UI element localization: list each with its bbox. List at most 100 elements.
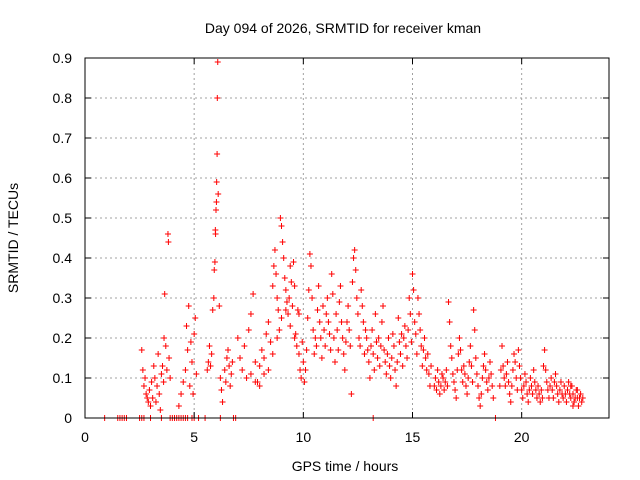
data-point: [565, 379, 572, 385]
data-point: [434, 367, 441, 373]
data-point: [216, 303, 223, 309]
data-point: [207, 363, 214, 369]
data-point: [413, 351, 420, 357]
data-point: [577, 391, 584, 397]
data-point: [530, 367, 537, 373]
data-point: [269, 283, 276, 289]
data-point: [400, 335, 407, 341]
data-point: [335, 347, 342, 353]
data-point: [180, 379, 187, 385]
data-point: [381, 347, 388, 353]
data-point: [252, 379, 259, 385]
y-tick-label: 0.9: [53, 50, 73, 66]
data-point: [360, 319, 367, 325]
data-point: [414, 295, 421, 301]
data-point: [164, 231, 171, 237]
data-point: [190, 391, 197, 397]
data-point: [211, 259, 218, 265]
x-tick-label: 15: [405, 429, 421, 445]
x-tick-label: 5: [190, 429, 198, 445]
data-point: [291, 335, 298, 341]
data-point: [314, 307, 321, 313]
data-point: [302, 367, 309, 373]
data-point: [326, 331, 333, 337]
y-tick-label: 0.4: [53, 250, 73, 266]
data-point: [477, 403, 484, 409]
data-point: [182, 367, 189, 373]
data-point: [560, 395, 567, 401]
data-point: [533, 395, 540, 401]
y-tick-label: 0: [64, 410, 72, 426]
data-point: [411, 319, 418, 325]
data-point: [537, 399, 544, 405]
data-point: [261, 355, 268, 361]
data-point: [237, 355, 244, 361]
data-point: [269, 351, 276, 357]
data-point: [549, 387, 556, 393]
data-point: [511, 351, 518, 357]
data-point: [410, 287, 417, 293]
data-point: [368, 343, 375, 349]
data-point: [256, 363, 263, 369]
data-point: [156, 391, 163, 397]
data-point: [484, 387, 491, 393]
data-point: [214, 95, 221, 101]
data-point: [461, 371, 468, 377]
data-point: [215, 191, 222, 197]
data-point: [524, 391, 531, 397]
data-point: [462, 383, 469, 389]
data-point: [291, 283, 298, 289]
data-point: [556, 387, 563, 393]
data-point: [309, 295, 316, 301]
data-point: [247, 371, 254, 377]
data-point: [532, 387, 539, 393]
data-point: [442, 379, 449, 385]
data-point: [518, 387, 525, 393]
data-point: [503, 371, 510, 377]
data-point: [281, 275, 288, 281]
data-point: [161, 291, 168, 297]
data-point: [163, 367, 170, 373]
data-point: [357, 343, 364, 349]
data-point: [223, 355, 230, 361]
data-point: [448, 355, 455, 361]
data-point: [516, 363, 523, 369]
data-point: [447, 343, 454, 349]
data-point: [283, 299, 290, 305]
data-point: [278, 223, 285, 229]
data-point: [402, 343, 409, 349]
data-point: [363, 335, 370, 341]
data-point: [508, 383, 515, 389]
data-point: [574, 387, 581, 393]
data-point: [535, 383, 542, 389]
data-point: [279, 239, 286, 245]
data-point: [299, 339, 306, 345]
data-point: [159, 363, 166, 369]
data-point: [350, 255, 357, 261]
gridlines: [85, 58, 609, 418]
data-point: [318, 355, 325, 361]
data-point: [472, 355, 479, 361]
data-point: [397, 351, 404, 357]
data-point: [219, 399, 226, 405]
data-point: [158, 371, 165, 377]
data-point: [386, 363, 393, 369]
data-point: [289, 303, 296, 309]
data-point: [193, 371, 200, 377]
data-point: [358, 287, 365, 293]
data-point: [369, 327, 376, 333]
data-point: [311, 351, 318, 357]
data-point: [487, 359, 494, 365]
data-point: [166, 355, 173, 361]
data-point: [488, 371, 495, 377]
data-point: [406, 295, 413, 301]
data-point: [270, 263, 277, 269]
data-point: [437, 383, 444, 389]
data-point: [316, 319, 323, 325]
data-point: [553, 383, 560, 389]
data-point: [312, 335, 319, 341]
data-point: [569, 391, 576, 397]
data-point: [440, 375, 447, 381]
data-point: [541, 347, 548, 353]
data-point: [561, 383, 568, 389]
